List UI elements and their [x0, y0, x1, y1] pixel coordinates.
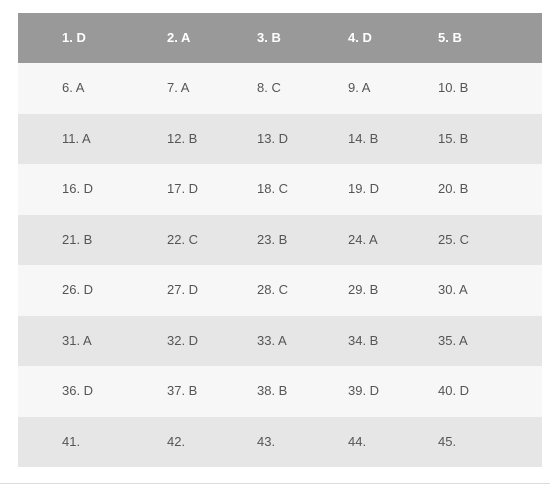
answer-cell: 6. A: [62, 80, 85, 95]
table-row: 21. B 22. C 23. B 24. A 25. C: [18, 214, 542, 265]
answer-cell: 21. B: [62, 231, 93, 247]
answer-cell: 35. A: [438, 332, 468, 348]
answer-cell: 29. B: [348, 282, 379, 297]
answer-cell: 1. D: [62, 30, 86, 45]
answer-cell: 42.: [167, 433, 186, 449]
answer-cell: 14. B: [348, 130, 379, 146]
answer-cell: 17. D: [167, 181, 199, 196]
answer-cell: 10. B: [438, 80, 469, 95]
answer-cell: 41.: [62, 433, 81, 449]
table-row: 31. A 32. D 33. A 34. B 35. A: [18, 315, 542, 366]
answer-cell: 19. D: [348, 181, 380, 196]
answer-cell: 12. B: [167, 130, 198, 146]
answer-cell: 24. A: [348, 231, 378, 247]
table-row: 41. 42. 43. 44. 45.: [18, 416, 542, 467]
answer-cell: 45.: [438, 433, 457, 449]
answer-cell: 16. D: [62, 181, 94, 196]
answer-cell: 20. B: [438, 181, 469, 196]
table-row: 36. D 37. B 38. B 39. D 40. D: [18, 366, 542, 417]
answer-cell: 9. A: [348, 80, 371, 95]
answer-cell: 13. D: [257, 130, 289, 146]
answer-cell: 4. D: [348, 30, 372, 45]
answer-cell: 8. C: [257, 80, 281, 95]
answer-cell: 2. A: [167, 30, 191, 45]
answer-cell: 36. D: [62, 383, 94, 398]
table-row: 6. A 7. A 8. C 9. A 10. B: [18, 63, 542, 114]
answer-cell: 44.: [348, 433, 367, 449]
answer-cell: 18. C: [257, 181, 289, 196]
answer-cell: 5. B: [438, 30, 462, 45]
answer-cell: 11. A: [62, 130, 91, 146]
answer-cell: 25. C: [438, 231, 470, 247]
table-row: 16. D 17. D 18. C 19. D 20. B: [18, 164, 542, 215]
answer-cell: 37. B: [167, 383, 198, 398]
answer-cell: 28. C: [257, 282, 289, 297]
answer-cell: 39. D: [348, 383, 380, 398]
answer-cell: 3. B: [257, 30, 281, 45]
answer-cell: 26. D: [62, 282, 94, 297]
answer-cell: 7. A: [167, 80, 190, 95]
answer-cell: 34. B: [348, 332, 379, 348]
answer-cell: 40. D: [438, 383, 470, 398]
answer-cell: 43.: [257, 433, 276, 449]
answer-cell: 33. A: [257, 332, 287, 348]
answer-cell: 32. D: [167, 332, 199, 348]
header-row: 1. D 2. A 3. B 4. D 5. B: [18, 13, 542, 63]
answer-cell: 38. B: [257, 383, 288, 398]
answer-cell: 30. A: [438, 282, 468, 297]
answer-cell: 22. C: [167, 231, 199, 247]
answer-cell: 15. B: [438, 130, 469, 146]
table-row: 26. D 27. D 28. C 29. B 30. A: [18, 265, 542, 316]
table-row: 11. A 12. B 13. D 14. B 15. B: [18, 113, 542, 164]
answer-cell: 23. B: [257, 231, 288, 247]
answer-cell: 31. A: [62, 332, 92, 348]
answer-cell: 27. D: [167, 282, 199, 297]
answer-table: 1. D 2. A 3. B 4. D 5. B 6. A 7. A 8. C 9. A 10. …: [18, 13, 542, 467]
